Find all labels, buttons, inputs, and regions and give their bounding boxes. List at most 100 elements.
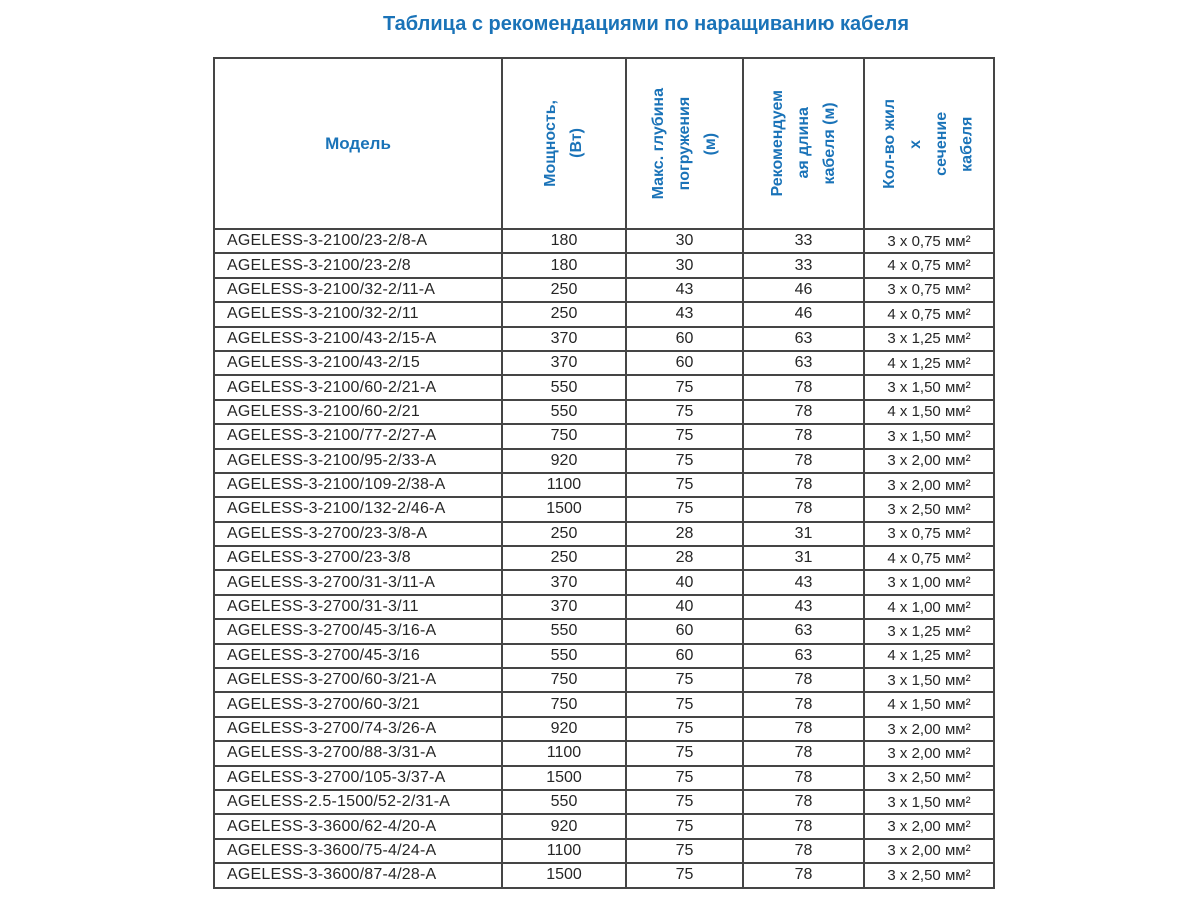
cell-depth: 75 [625,691,744,718]
table-row: AGELESS-3-2700/23-3/8 250 28 31 4 х 0,75… [213,545,995,572]
cell-depth: 75 [625,788,744,816]
cell-length: 63 [742,349,865,377]
column-header-power: Мощность, (Вт) [542,100,585,187]
cell-length: 33 [742,227,865,255]
cell-length: 63 [742,618,865,645]
cell-power: 750 [501,667,627,694]
cell-power: 1500 [501,496,627,523]
table-row: AGELESS-3-2100/32-2/11 250 43 46 4 х 0,7… [213,301,995,328]
cell-length: 78 [742,764,865,792]
cell-cable: 3 х 2,50 мм² [863,496,995,523]
cell-model: AGELESS-3-2100/109-2/38-A [213,471,503,499]
cell-cable: 3 х 2,00 мм² [863,715,995,743]
cell-depth: 60 [625,349,744,377]
cell-cable: 3 х 1,50 мм² [863,374,995,401]
table-row: AGELESS-3-2100/43-2/15-A 370 60 63 3 х 1… [213,325,995,352]
cell-cable: 3 х 2,00 мм² [863,837,995,865]
table-row: AGELESS-3-2700/31-3/11-A 370 40 43 3 х 1… [213,569,995,596]
cell-cable: 3 х 2,00 мм² [863,740,995,767]
table-row: AGELESS-3-2100/43-2/15 370 60 63 4 х 1,2… [213,349,995,377]
table-row: AGELESS-3-2100/95-2/33-A 920 75 78 3 х 2… [213,447,995,474]
cell-cable: 3 х 2,00 мм² [863,471,995,499]
column-header-model: Модель [213,57,503,230]
table-row: AGELESS-3-2700/23-3/8-A 250 28 31 3 х 0,… [213,520,995,548]
cell-model: AGELESS-3-2100/60-2/21-A [213,374,503,401]
cell-length: 78 [742,740,865,767]
cell-depth: 75 [625,862,744,889]
cell-depth: 75 [625,715,744,743]
cell-length: 78 [742,423,865,450]
table-row: AGELESS-3-2100/132-2/46-A 1500 75 78 3 х… [213,496,995,523]
cell-cable: 3 х 2,00 мм² [863,813,995,840]
cell-length: 78 [742,813,865,840]
table-row: AGELESS-3-2100/109-2/38-A 1100 75 78 3 х… [213,471,995,499]
page-title: Таблица с рекомендациями по наращиванию … [382,13,910,35]
cell-power: 370 [501,569,627,596]
column-header-cable-cell: Кол-во жил х сечение кабеля [863,57,995,230]
table-row: AGELESS-3-2100/77-2/27-A 750 75 78 3 х 1… [213,423,995,450]
cell-length: 43 [742,593,865,621]
cell-model: AGELESS-3-2700/74-3/26-A [213,715,503,743]
cell-model: AGELESS-3-2700/45-3/16-A [213,618,503,645]
cell-power: 920 [501,447,627,474]
cell-length: 46 [742,276,865,304]
cell-cable: 3 х 2,50 мм² [863,862,995,889]
cell-depth: 60 [625,642,744,670]
cell-depth: 75 [625,813,744,840]
table-row: AGELESS-3-2700/60-3/21-A 750 75 78 3 х 1… [213,667,995,694]
cell-length: 78 [742,398,865,426]
cell-model: AGELESS-3-2700/105-3/37-A [213,764,503,792]
table-row: AGELESS-3-2700/31-3/11 370 40 43 4 х 1,0… [213,593,995,621]
cell-model: AGELESS-3-2100/60-2/21 [213,398,503,426]
cell-cable: 3 х 1,25 мм² [863,618,995,645]
table-row: AGELESS-3-2700/74-3/26-A 920 75 78 3 х 2… [213,715,995,743]
cell-model: AGELESS-3-3600/87-4/28-A [213,862,503,889]
cell-cable: 3 х 0,75 мм² [863,276,995,304]
cell-depth: 30 [625,227,744,255]
cell-length: 78 [742,837,865,865]
table-row: AGELESS-3-2100/23-2/8-A 180 30 33 3 х 0,… [213,227,995,255]
cell-cable: 4 х 1,50 мм² [863,398,995,426]
cell-model: AGELESS-3-2700/60-3/21 [213,691,503,718]
cell-model: AGELESS-3-2100/77-2/27-A [213,423,503,450]
cell-power: 1100 [501,471,627,499]
cell-model: AGELESS-3-2700/45-3/16 [213,642,503,670]
table-row: AGELESS-2.5-1500/52-2/31-A 550 75 78 3 х… [213,788,995,816]
cell-length: 78 [742,496,865,523]
cell-cable: 3 х 0,75 мм² [863,227,995,255]
cell-depth: 75 [625,423,744,450]
column-header-power-cell: Мощность, (Вт) [501,57,627,230]
cell-model: AGELESS-3-2700/31-3/11 [213,593,503,621]
cell-power: 370 [501,593,627,621]
cell-depth: 30 [625,252,744,279]
cell-length: 31 [742,545,865,572]
column-header-cores-section: Кол-во жил х сечение кабеля [881,98,976,189]
cell-length: 78 [742,667,865,694]
cell-cable: 3 х 0,75 мм² [863,520,995,548]
cell-depth: 40 [625,569,744,596]
table-row: AGELESS-3-2700/45-3/16-A 550 60 63 3 х 1… [213,618,995,645]
cell-model: AGELESS-3-2700/31-3/11-A [213,569,503,596]
cell-model: AGELESS-3-2100/43-2/15-A [213,325,503,352]
cell-model: AGELESS-3-2100/23-2/8 [213,252,503,279]
cell-power: 920 [501,813,627,840]
header-row: Модель Мощность, (Вт) Макс. глубина погр… [213,57,995,230]
table-body: AGELESS-3-2100/23-2/8-A 180 30 33 3 х 0,… [213,227,995,889]
cell-cable: 3 х 1,50 мм² [863,667,995,694]
cell-length: 46 [742,301,865,328]
cell-cable: 3 х 1,25 мм² [863,325,995,352]
cell-depth: 75 [625,837,744,865]
cell-depth: 75 [625,398,744,426]
cell-cable: 3 х 2,50 мм² [863,764,995,792]
cell-depth: 75 [625,471,744,499]
cell-power: 1500 [501,764,627,792]
cell-cable: 3 х 1,00 мм² [863,569,995,596]
cell-depth: 75 [625,740,744,767]
cell-cable: 4 х 0,75 мм² [863,252,995,279]
cable-recommendations-table: Модель Мощность, (Вт) Макс. глубина погр… [213,57,995,889]
cell-cable: 4 х 0,75 мм² [863,301,995,328]
cell-cable: 4 х 1,25 мм² [863,642,995,670]
cell-power: 920 [501,715,627,743]
cell-length: 78 [742,715,865,743]
